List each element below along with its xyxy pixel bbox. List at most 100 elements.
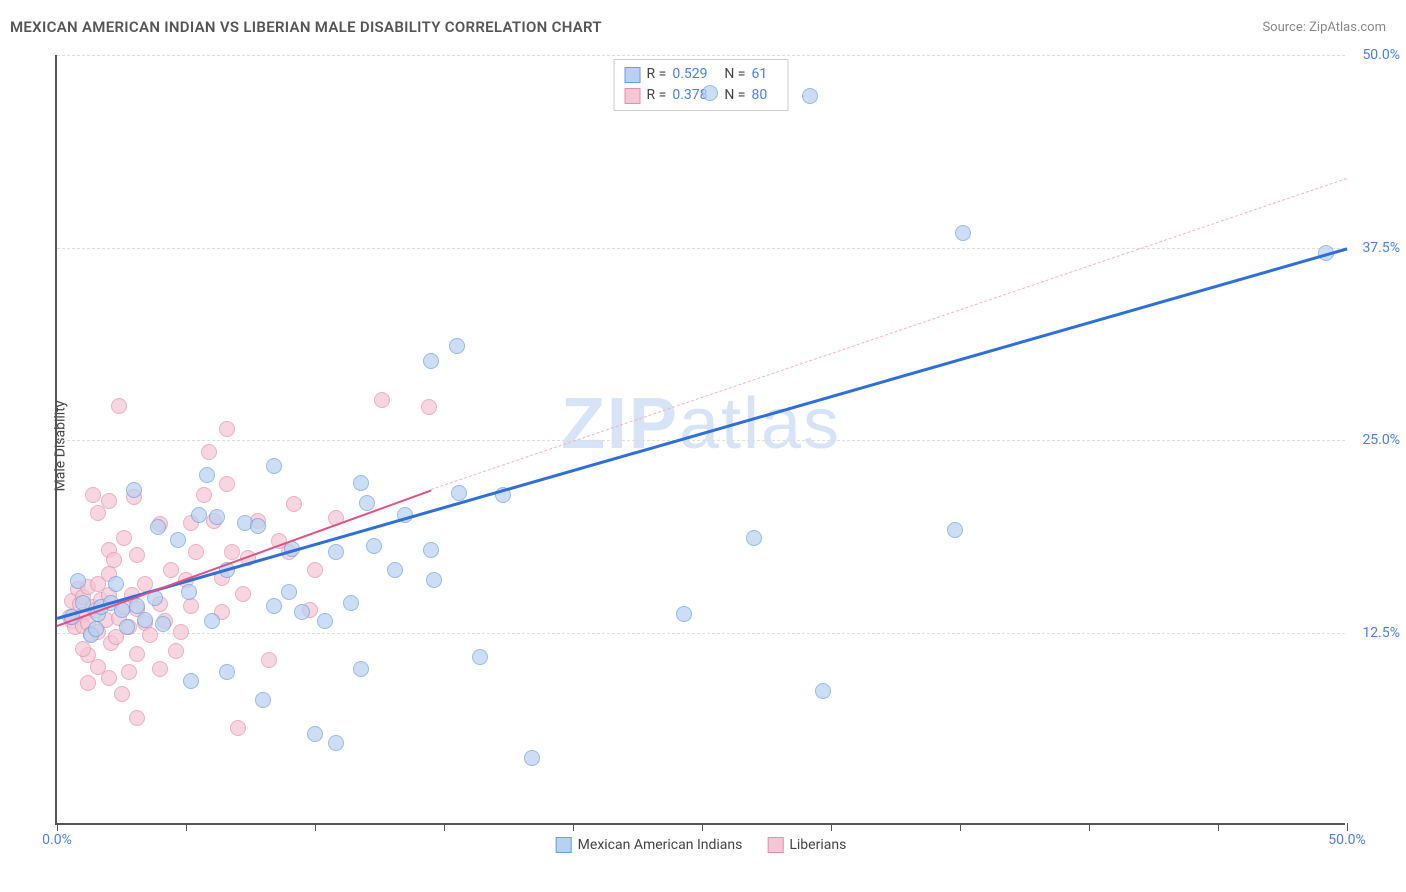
- data-point: [163, 562, 179, 578]
- data-point: [266, 598, 282, 614]
- data-point: [524, 750, 540, 766]
- stats-row: R =0.378N =80: [625, 85, 778, 106]
- data-point: [114, 686, 130, 702]
- data-point: [421, 399, 437, 415]
- x-tick-mark: [444, 823, 445, 831]
- n-value: 61: [751, 64, 777, 85]
- r-label: R =: [647, 85, 667, 106]
- data-point: [387, 562, 403, 578]
- data-point: [204, 613, 220, 629]
- data-point: [150, 519, 166, 535]
- data-point: [359, 495, 375, 511]
- chart-title: MEXICAN AMERICAN INDIAN VS LIBERIAN MALE…: [10, 18, 602, 36]
- data-point: [137, 612, 153, 628]
- x-tick-mark: [1089, 823, 1090, 831]
- data-point: [286, 496, 302, 512]
- stats-legend-box: R =0.529 N = 61R =0.378N =80: [614, 59, 789, 111]
- x-tick-label: 50.0%: [1328, 832, 1366, 848]
- source-label: Source:: [1262, 20, 1305, 35]
- data-point: [170, 532, 186, 548]
- r-value: 0.529: [672, 64, 718, 85]
- data-point: [90, 659, 106, 675]
- data-point: [168, 643, 184, 659]
- data-point: [183, 673, 199, 689]
- data-point: [108, 576, 124, 592]
- x-tick-mark: [831, 823, 832, 831]
- plot-area: ZIPatlas R =0.529N =61R =0.378N =80 Mexi…: [55, 55, 1345, 825]
- data-point: [219, 476, 235, 492]
- data-point: [702, 85, 718, 101]
- trend-line-extrapolated: [431, 178, 1347, 490]
- data-point: [815, 683, 831, 699]
- data-point: [250, 518, 266, 534]
- y-tick-label: 37.5%: [1362, 240, 1400, 256]
- data-point: [70, 573, 86, 589]
- data-point: [235, 586, 251, 602]
- x-tick-mark: [702, 823, 703, 831]
- data-point: [155, 616, 171, 632]
- data-point: [317, 613, 333, 629]
- n-label: N =: [724, 85, 745, 106]
- data-point: [80, 675, 96, 691]
- legend-item: Mexican American Indians: [556, 837, 743, 853]
- data-point: [423, 353, 439, 369]
- data-point: [111, 398, 127, 414]
- swatch-icon: [625, 67, 641, 83]
- y-tick-label: 50.0%: [1362, 47, 1400, 63]
- swatch-icon: [767, 837, 783, 853]
- data-point: [343, 595, 359, 611]
- gridline: [57, 633, 1345, 634]
- x-tick-mark: [57, 823, 58, 831]
- data-point: [173, 624, 189, 640]
- data-point: [188, 544, 204, 560]
- data-point: [224, 544, 240, 560]
- y-tick-label: 25.0%: [1362, 432, 1400, 448]
- series-legend: Mexican American IndiansLiberians: [556, 837, 847, 853]
- x-tick-mark: [315, 823, 316, 831]
- x-tick-mark: [573, 823, 574, 831]
- data-point: [142, 627, 158, 643]
- data-point: [85, 487, 101, 503]
- data-point: [261, 652, 277, 668]
- gridline: [57, 440, 1345, 441]
- data-point: [328, 544, 344, 560]
- data-point: [152, 661, 168, 677]
- data-point: [129, 710, 145, 726]
- data-point: [307, 726, 323, 742]
- swatch-icon: [556, 837, 572, 853]
- data-point: [802, 88, 818, 104]
- data-point: [676, 606, 692, 622]
- data-point: [219, 664, 235, 680]
- data-point: [181, 584, 197, 600]
- data-point: [353, 661, 369, 677]
- r-label: R =: [647, 64, 667, 85]
- data-point: [75, 641, 91, 657]
- data-point: [121, 664, 137, 680]
- data-point: [219, 421, 235, 437]
- x-tick-mark: [1347, 823, 1348, 831]
- data-point: [294, 604, 310, 620]
- x-tick-mark: [186, 823, 187, 831]
- data-point: [230, 720, 246, 736]
- data-point: [472, 649, 488, 665]
- x-tick-mark: [960, 823, 961, 831]
- source-attribution: Source: ZipAtlas.com: [1262, 20, 1386, 35]
- data-point: [126, 482, 142, 498]
- gridline: [57, 55, 1345, 56]
- x-tick-label: 0.0%: [42, 832, 72, 848]
- trend-line: [57, 248, 1348, 620]
- n-label: N =: [724, 64, 745, 85]
- data-point: [191, 507, 207, 523]
- data-point: [328, 735, 344, 751]
- swatch-icon: [625, 88, 641, 104]
- watermark: ZIPatlas: [561, 383, 841, 465]
- data-point: [366, 538, 382, 554]
- source-link[interactable]: ZipAtlas.com: [1309, 20, 1386, 35]
- data-point: [196, 487, 212, 503]
- data-point: [201, 444, 217, 460]
- data-point: [449, 338, 465, 354]
- data-point: [746, 530, 762, 546]
- gridline: [57, 248, 1345, 249]
- data-point: [426, 572, 442, 588]
- data-point: [119, 619, 135, 635]
